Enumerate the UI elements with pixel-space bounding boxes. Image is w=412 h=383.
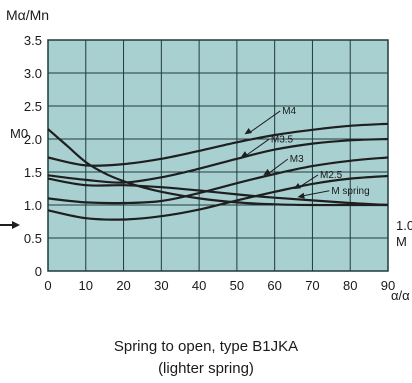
callout-arrowhead — [297, 192, 305, 199]
callout-arrowhead — [240, 151, 249, 158]
y-tick-label: 0.5 — [24, 231, 42, 246]
tick-labels: 0 10 20 30 40 50 60 70 80 90 0 0.5 1.0 1.5 2.0 2.5 3.0 3.… — [24, 33, 395, 293]
series-label: M2.5 — [320, 170, 343, 181]
series-label: M4 — [282, 106, 296, 117]
y-tick-label: 3.0 — [24, 66, 42, 81]
callout-leader — [301, 190, 330, 197]
y-tick-label: 3.5 — [24, 33, 42, 48]
callout-leader — [297, 174, 319, 189]
x-tick-label: 90 — [381, 278, 395, 293]
callout-arrowhead — [293, 183, 302, 190]
x-tick-label: 50 — [230, 278, 244, 293]
chart-caption-line-1: Spring to open, type B1JKA — [113, 338, 299, 355]
right-label-value: 1.0 — [396, 218, 412, 233]
callout-arrowhead — [244, 128, 252, 135]
callout-leader — [248, 110, 281, 134]
y-tick-label: 1.0 — [24, 198, 42, 213]
y-tick-label: 1.5 — [24, 165, 42, 180]
y-tick-label: 2.5 — [24, 99, 42, 114]
x-axis-label: α/α — [391, 288, 410, 303]
x-tick-label: 30 — [154, 278, 168, 293]
x-tick-label: 0 — [44, 278, 51, 293]
plot-area — [48, 40, 388, 271]
y-axis-label: Mα/Mn — [6, 7, 49, 23]
series-line-m-spring — [47, 177, 389, 207]
x-tick-label: 40 — [192, 278, 206, 293]
plot-border — [47, 39, 389, 272]
right-label-symbol: M — [396, 234, 407, 249]
left-arrow-marker — [0, 221, 20, 229]
series-line-m3 — [47, 156, 389, 205]
x-tick-label: 20 — [116, 278, 130, 293]
curves — [47, 122, 389, 221]
y-tick-label: 0 — [35, 264, 42, 279]
series-labels: M4 M3.5 M3 M2.5 M spring — [240, 106, 370, 199]
m0-label: M0 — [10, 126, 28, 141]
x-tick-label: 60 — [267, 278, 281, 293]
series-label: M spring — [331, 186, 369, 197]
y-tick-label: 2.0 — [24, 132, 42, 147]
series-label: M3.5 — [271, 134, 294, 145]
x-tick-label: 70 — [305, 278, 319, 293]
series-line-m4 — [47, 122, 389, 167]
callout-leader — [244, 138, 270, 157]
series-line-mo — [47, 128, 388, 207]
callout-leader — [267, 158, 289, 175]
series-label: M3 — [290, 154, 304, 165]
series-line-m2-5 — [47, 174, 389, 221]
x-tick-label: 10 — [79, 278, 93, 293]
x-tick-label: 80 — [343, 278, 357, 293]
chart-caption-line-2: (lighter spring) — [158, 360, 254, 377]
callout-arrowhead — [263, 168, 271, 176]
series-line-m3-5 — [47, 137, 389, 184]
chart: 0 10 20 30 40 50 60 70 80 90 0 0.5 1.0 1.5 2.0 2.5 3.0 3.… — [0, 7, 412, 303]
